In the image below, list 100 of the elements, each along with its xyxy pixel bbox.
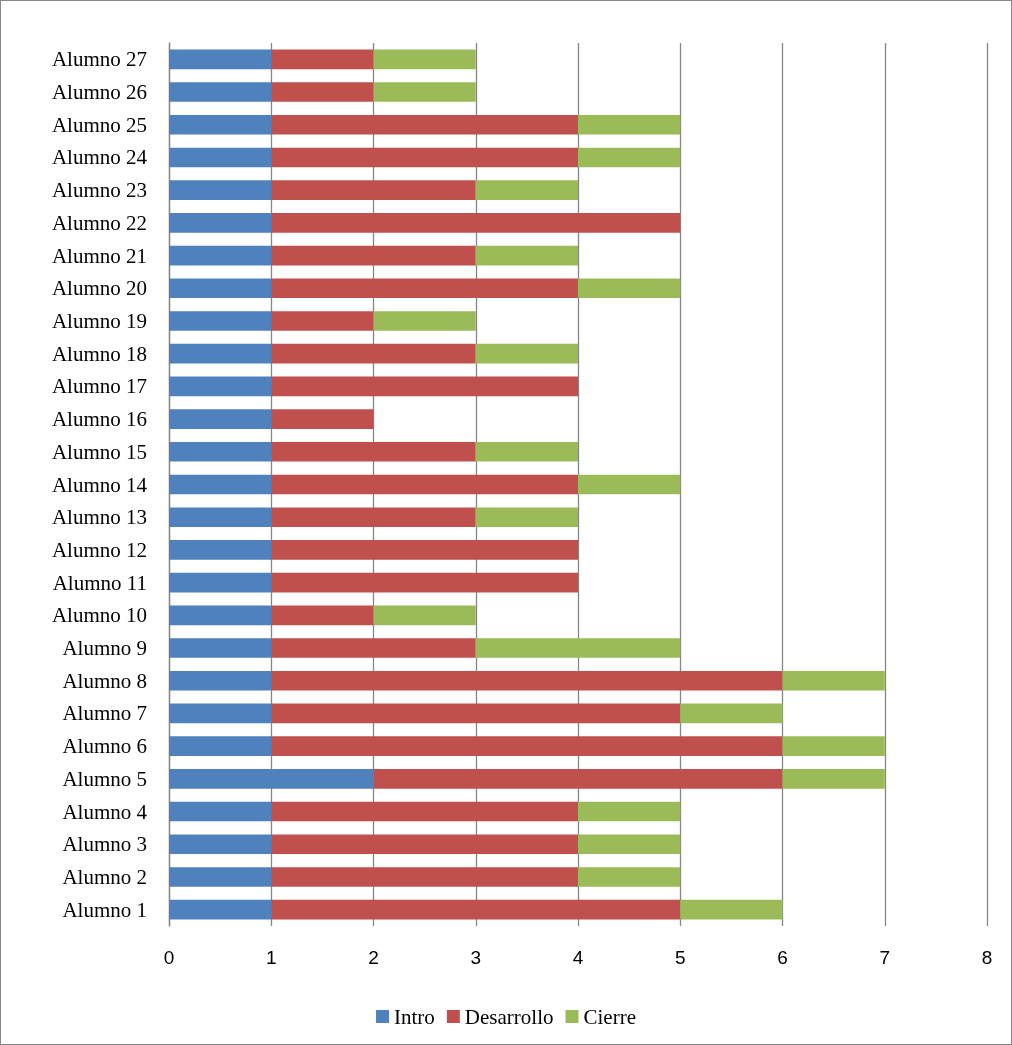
bar [271,114,578,135]
y-tick-label: Alumno 25 [51,112,147,137]
x-tick-label: 1 [265,947,277,968]
bar [169,278,272,299]
bar [169,114,272,135]
bar [169,670,272,691]
bar [271,441,476,462]
bar [169,82,272,102]
bar [169,801,272,822]
x-tick-label: 8 [981,947,993,968]
bar [782,736,885,756]
y-tick-label: Alumno 15 [51,439,147,464]
y-tick-label: Alumno 3 [62,832,147,857]
y-tick-label: Alumno 17 [51,374,147,399]
y-tick-label: Alumno 21 [51,243,147,268]
bar [169,703,272,724]
bar [169,245,272,266]
y-tick-label: Alumno 10 [51,603,147,628]
bar [475,507,578,528]
bar [169,441,272,462]
y-tick-label: Alumno 19 [51,308,147,333]
bar [271,245,476,266]
y-tick-label: Alumno 1 [62,897,147,922]
bar [578,834,681,855]
y-tick-label: Alumno 24 [51,145,148,170]
bar [169,409,272,429]
bar [782,769,885,789]
y-tick-label: Alumno 4 [62,799,148,824]
bar [169,540,272,560]
bar [271,343,476,364]
bar [475,180,578,200]
bar [475,638,681,658]
bar [578,278,681,299]
bar [169,507,272,528]
bar [169,213,272,233]
bar [271,834,578,855]
y-tick-label: Alumno 5 [62,766,147,791]
y-tick-label: Alumno 6 [62,734,147,759]
bar [169,572,272,593]
bar [271,180,476,200]
bar [169,638,272,658]
bar [169,899,272,920]
y-tick-label: Alumno 18 [51,341,147,366]
bar [271,670,783,691]
legend-label: Intro [394,1004,435,1029]
bar [271,311,374,331]
bar [271,638,476,658]
bar [169,147,272,168]
bar [169,867,272,887]
bar [271,82,374,102]
bar [475,245,578,266]
bar [680,899,783,920]
bar [271,899,681,920]
y-tick-label: Alumno 11 [52,570,147,595]
bar [578,114,681,135]
bar [271,605,374,626]
x-tick-label: 2 [368,947,379,968]
bar [373,769,783,789]
bar [475,343,578,364]
bar [271,801,578,822]
bar [680,703,783,724]
y-tick-label: Alumno 16 [51,407,147,432]
bar [169,736,272,756]
bar [169,474,272,495]
bar [475,441,578,462]
y-tick-label: Alumno 20 [51,276,147,301]
bar [169,834,272,855]
bar [271,147,578,168]
bar [373,82,476,102]
x-tick-label: 4 [572,947,584,968]
bar [271,540,578,560]
bar [373,605,476,626]
bar [271,867,578,887]
y-tick-label: Alumno 2 [62,864,147,889]
bar [169,605,272,626]
bar [271,376,578,397]
bar [169,180,272,200]
bar [271,49,374,70]
bar [271,507,476,528]
bar [271,703,681,724]
bar [169,343,272,364]
legend-label: Desarrollo [464,1004,554,1029]
y-tick-label: Alumno 8 [62,668,147,693]
y-tick-label: Alumno 23 [51,178,147,203]
bar [169,769,374,789]
bar [271,474,578,495]
bar [271,278,578,299]
bar [169,311,272,331]
y-tick-label: Alumno 27 [51,47,147,72]
bar [578,474,681,495]
bar [169,49,272,70]
bar [271,572,578,593]
x-tick-label: 3 [470,947,482,968]
y-tick-label: Alumno 26 [51,80,147,105]
x-tick-label: 0 [163,947,175,968]
bar [578,147,681,168]
bar [373,311,476,331]
y-tick-label: Alumno 22 [51,210,147,235]
y-tick-label: Alumno 7 [62,701,147,726]
y-tick-label: Alumno 12 [51,537,147,562]
